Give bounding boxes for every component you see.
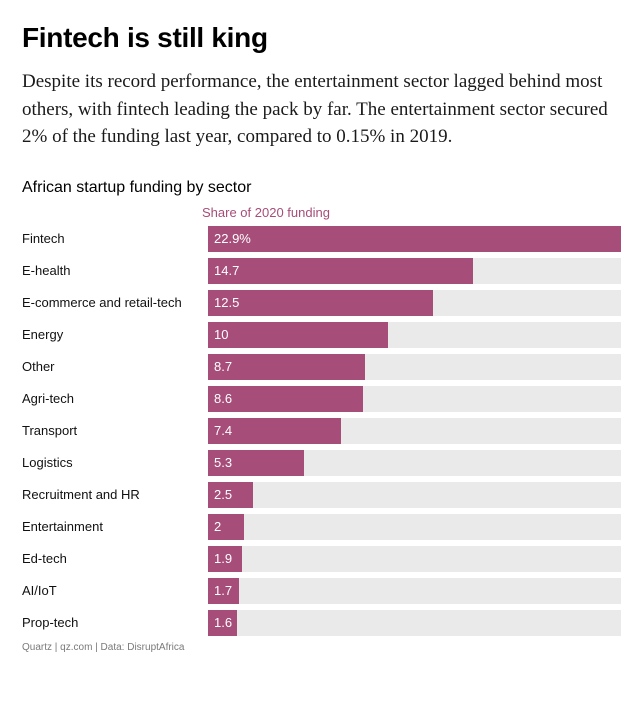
chart-row: Other 8.7: [22, 354, 621, 380]
chart-row-value: 2.5: [214, 487, 232, 502]
chart-row-value: 22.9%: [214, 231, 251, 246]
chart-row-label: Logistics: [22, 450, 208, 476]
chart-row-label: Energy: [22, 322, 208, 348]
chart-row: Logistics 5.3: [22, 450, 621, 476]
chart-row: E-health 14.7: [22, 258, 621, 284]
chart-row-track: 8.7: [208, 354, 621, 380]
chart-row-bar: 1.6: [208, 610, 237, 636]
chart-row: Prop-tech 1.6: [22, 610, 621, 636]
article: Fintech is still king Despite its record…: [0, 0, 643, 659]
chart-row-bar: 2.5: [208, 482, 253, 508]
chart-row-bar: 2: [208, 514, 244, 540]
chart-row: Entertainment 2: [22, 514, 621, 540]
chart-row-label: Recruitment and HR: [22, 482, 208, 508]
chart-row: Fintech 22.9%: [22, 226, 621, 252]
chart-row: E-commerce and retail-tech 12.5: [22, 290, 621, 316]
chart-row-label: E-health: [22, 258, 208, 284]
chart-row-value: 1.7: [214, 583, 232, 598]
chart-row-value: 1.6: [214, 615, 232, 630]
chart-subtitle: Share of 2020 funding: [202, 205, 330, 220]
chart-row-label: Other: [22, 354, 208, 380]
chart-row-track: 1.7: [208, 578, 621, 604]
chart-row-value: 1.9: [214, 551, 232, 566]
chart-row: Agri-tech 8.6: [22, 386, 621, 412]
chart-row-bar: 1.7: [208, 578, 239, 604]
chart-row-label: Prop-tech: [22, 610, 208, 636]
chart-row-track: 5.3: [208, 450, 621, 476]
chart-row-bar: 5.3: [208, 450, 304, 476]
chart-row: Transport 7.4: [22, 418, 621, 444]
chart-row-label: Ed-tech: [22, 546, 208, 572]
chart-row-track: 14.7: [208, 258, 621, 284]
chart-row-value: 7.4: [214, 423, 232, 438]
bar-chart: African startup funding by sector Share …: [22, 175, 621, 653]
chart-row-track: 2: [208, 514, 621, 540]
chart-row-track: 10: [208, 322, 621, 348]
chart-row-value: 10: [214, 327, 228, 342]
chart-row-value: 8.7: [214, 359, 232, 374]
chart-row-label: Entertainment: [22, 514, 208, 540]
chart-row-value: 12.5: [214, 295, 239, 310]
chart-row-track: 2.5: [208, 482, 621, 508]
chart-row-value: 5.3: [214, 455, 232, 470]
chart-rows: Fintech 22.9% E-health 14.7 E-commerce and r…: [22, 226, 621, 636]
chart-title: African startup funding by sector: [22, 179, 621, 197]
chart-row-bar: 8.6: [208, 386, 363, 412]
chart-row-track: 8.6: [208, 386, 621, 412]
chart-row-track: 1.9: [208, 546, 621, 572]
chart-row-label: AI/IoT: [22, 578, 208, 604]
chart-row-track: 7.4: [208, 418, 621, 444]
chart-row-label: Transport: [22, 418, 208, 444]
chart-row-track: 12.5: [208, 290, 621, 316]
chart-row-value: 2: [214, 519, 221, 534]
chart-row-track: 1.6: [208, 610, 621, 636]
chart-subtitle-spacer: [22, 205, 202, 226]
chart-subtitle-wrap: Share of 2020 funding: [22, 205, 621, 226]
chart-row: AI/IoT 1.7: [22, 578, 621, 604]
chart-row-bar: 12.5: [208, 290, 433, 316]
chart-row-bar: 8.7: [208, 354, 365, 380]
chart-credit: Quartz | qz.com | Data: DisruptAfrica: [22, 642, 621, 653]
chart-row-track: 22.9%: [208, 226, 621, 252]
chart-row: Ed-tech 1.9: [22, 546, 621, 572]
chart-row-label: Agri-tech: [22, 386, 208, 412]
chart-row: Recruitment and HR 2.5: [22, 482, 621, 508]
chart-row-value: 8.6: [214, 391, 232, 406]
chart-row-label: E-commerce and retail-tech: [22, 290, 208, 316]
chart-row-label: Fintech: [22, 226, 208, 252]
chart-row-value: 14.7: [214, 263, 239, 278]
chart-row: Energy 10: [22, 322, 621, 348]
chart-row-bar: 22.9%: [208, 226, 621, 252]
chart-row-bar: 14.7: [208, 258, 473, 284]
page-title: Fintech is still king: [22, 22, 621, 54]
chart-row-bar: 7.4: [208, 418, 341, 444]
dek-paragraph: Despite its record performance, the ente…: [22, 68, 621, 151]
chart-row-bar: 10: [208, 322, 388, 348]
chart-row-bar: 1.9: [208, 546, 242, 572]
